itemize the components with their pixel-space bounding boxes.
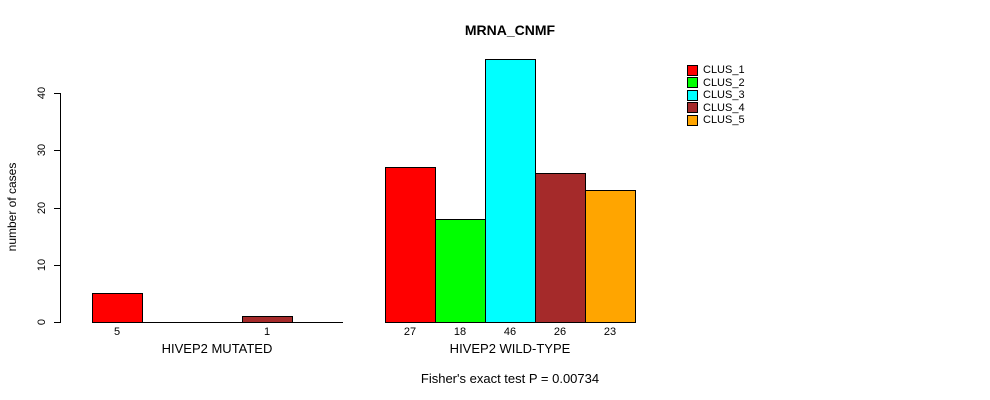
y-tick-label: 40 <box>36 86 48 100</box>
bar-clus_3 <box>485 59 536 323</box>
legend-label: CLUS_2 <box>703 76 745 89</box>
y-tick-label: 0 <box>36 318 48 326</box>
legend-swatch-icon <box>687 89 698 101</box>
y-axis-tick <box>54 264 60 266</box>
legend-item: CLUS_2 <box>687 77 745 90</box>
bar-clus_4 <box>242 316 293 323</box>
legend-item: CLUS_5 <box>687 114 745 127</box>
group-baseline <box>92 322 343 323</box>
legend-label: CLUS_3 <box>703 89 745 101</box>
y-tick-label: 30 <box>36 144 48 157</box>
chart-title: MRNA_CNMF <box>464 22 556 38</box>
legend-item: CLUS_3 <box>687 89 745 102</box>
bar-value-label: 18 <box>453 326 467 338</box>
bar-clus_2 <box>435 219 486 323</box>
y-axis-tick <box>54 207 60 209</box>
y-tick-label: 20 <box>36 201 48 214</box>
legend-label: CLUS_1 <box>703 64 745 76</box>
bar-clus_5 <box>585 190 636 323</box>
fisher-test-annotation: Fisher's exact test P = 0.00734 <box>420 371 600 386</box>
legend-label: CLUS_4 <box>703 101 745 114</box>
legend-swatch-icon <box>687 77 698 89</box>
bar-value-label: 26 <box>553 326 567 338</box>
legend: CLUS_1 CLUS_2 CLUS_3 CLUS_4 CLUS_5 <box>687 64 745 127</box>
bar-clus_4 <box>535 173 586 323</box>
legend-swatch-icon <box>687 64 698 76</box>
legend-item: CLUS_4 <box>687 102 745 115</box>
group-label: HIVEP2 WILD-TYPE <box>449 341 571 356</box>
legend-swatch-icon <box>687 102 698 114</box>
y-axis-tick <box>54 150 60 152</box>
bar-clus_1 <box>92 293 143 323</box>
bar-clus_1 <box>385 167 436 323</box>
legend-label: CLUS_5 <box>703 114 745 126</box>
bar-value-label: 46 <box>503 326 517 338</box>
legend-item: CLUS_1 <box>687 64 745 77</box>
bar-value-label: 23 <box>603 326 617 338</box>
y-axis-label: number of cases <box>5 162 19 252</box>
y-axis-tick <box>54 93 60 94</box>
y-tick-label: 10 <box>36 258 48 271</box>
bar-value-label: 5 <box>113 326 121 338</box>
y-axis <box>60 93 61 323</box>
y-axis-tick <box>54 322 60 323</box>
group-label: HIVEP2 MUTATED <box>161 341 273 356</box>
legend-swatch-icon <box>687 114 698 126</box>
bar-value-label: 27 <box>403 326 417 338</box>
bar-value-label: 1 <box>263 326 271 338</box>
